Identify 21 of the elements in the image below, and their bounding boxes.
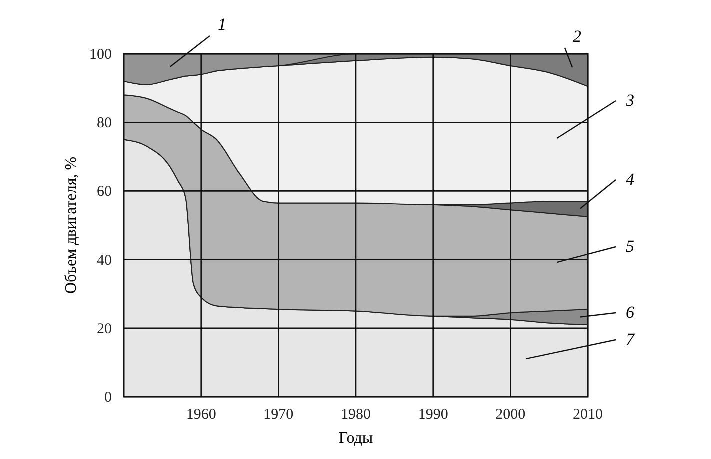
x-tick-label: 1970	[264, 407, 294, 423]
x-tick-label: 1990	[418, 407, 448, 423]
text: 4	[626, 170, 635, 189]
text: 7	[626, 330, 636, 349]
y-tick-label: 0	[104, 390, 112, 406]
y-tick-label: 80	[97, 116, 112, 132]
y-tick-label: 40	[97, 252, 112, 269]
y-tick-label: 60	[97, 184, 112, 200]
x-tick-label: 2000	[496, 407, 526, 423]
x-tick-label: 1960	[186, 407, 216, 423]
y-axis-title: Объем двигателя, %	[63, 156, 80, 294]
x-axis-title: Годы	[338, 430, 374, 447]
y-tick-label: 100	[90, 47, 112, 63]
series-label: 2	[573, 27, 582, 46]
x-tick-label: 2010	[573, 407, 603, 423]
text: 3	[625, 91, 634, 110]
x-tick-label: 1980	[341, 407, 371, 423]
series-label: 1	[218, 15, 226, 34]
text: 6	[626, 303, 635, 322]
text: 5	[626, 237, 634, 256]
y-tick-label: 20	[97, 321, 112, 338]
